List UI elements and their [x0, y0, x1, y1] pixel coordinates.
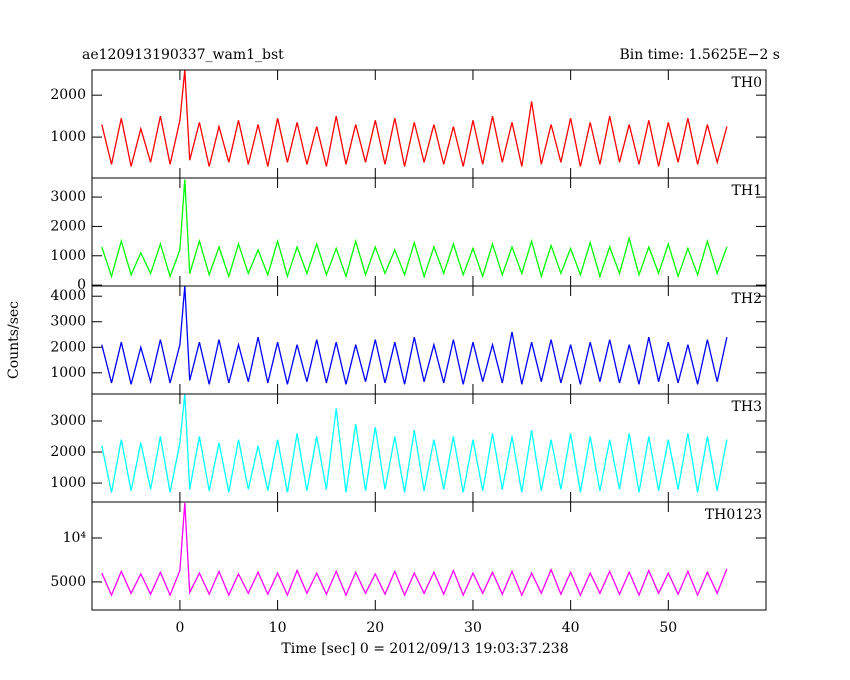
panel-label: TH3: [732, 399, 762, 415]
y-tick-label: 2000: [50, 87, 86, 103]
panel-label: TH0: [732, 75, 762, 91]
panel-frame: [91, 285, 767, 395]
x-axis-label: Time [sec] 0 = 2012/09/13 19:03:37.238: [281, 641, 568, 657]
data-line: [101, 179, 728, 279]
y-tick-label: 10⁴: [63, 530, 87, 546]
y-tick-label: 2000: [50, 218, 86, 234]
x-tick-label: 10: [269, 620, 287, 636]
panel-label: TH0123: [705, 507, 762, 523]
y-tick-label: 1000: [50, 248, 86, 264]
y-axis-label: Counts/sec: [6, 301, 22, 379]
x-tick-label: 50: [659, 620, 677, 636]
data-line: [101, 286, 728, 385]
y-tick-label: 0: [77, 277, 86, 293]
chart-title: ae120913190337_wam1_bst: [82, 47, 284, 63]
panel-label: TH2: [732, 291, 762, 307]
y-tick-label: 1000: [50, 365, 86, 381]
x-tick-label: 20: [366, 620, 384, 636]
panel-frame: [91, 177, 767, 287]
y-tick-label: 1000: [50, 129, 86, 145]
x-tick-label: 0: [175, 620, 184, 636]
data-line: [101, 70, 728, 167]
data-line: [101, 394, 728, 493]
panel-frame: [91, 501, 767, 611]
y-tick-label: 2000: [50, 339, 86, 355]
y-tick-label: 2000: [50, 444, 86, 460]
x-tick-label: 40: [562, 620, 580, 636]
panel-label: TH1: [732, 183, 762, 199]
y-tick-label: 5000: [50, 574, 86, 590]
y-tick-label: 1000: [50, 475, 86, 491]
y-tick-label: 3000: [50, 314, 86, 330]
y-tick-label: 4000: [50, 288, 86, 304]
panel-frame: [91, 69, 767, 179]
data-line: [101, 502, 728, 597]
x-tick-label: 30: [464, 620, 482, 636]
y-tick-label: 3000: [50, 189, 86, 205]
y-tick-label: 3000: [50, 413, 86, 429]
chart-subtitle: Bin time: 1.5625E−2 s: [619, 47, 780, 63]
panel-frame: [91, 393, 767, 503]
